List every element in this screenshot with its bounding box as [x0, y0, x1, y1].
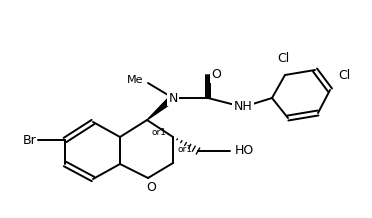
Text: Cl: Cl	[277, 52, 289, 65]
Text: Br: Br	[23, 133, 37, 146]
Text: or1: or1	[178, 145, 193, 154]
Text: or1: or1	[152, 128, 167, 137]
Text: HO: HO	[235, 145, 254, 157]
Text: Me: Me	[126, 75, 143, 85]
Text: O: O	[211, 68, 221, 82]
Polygon shape	[147, 95, 175, 120]
Text: N: N	[168, 92, 178, 104]
Text: NH: NH	[234, 100, 252, 114]
Text: Cl: Cl	[338, 69, 350, 82]
Text: O: O	[146, 181, 156, 194]
